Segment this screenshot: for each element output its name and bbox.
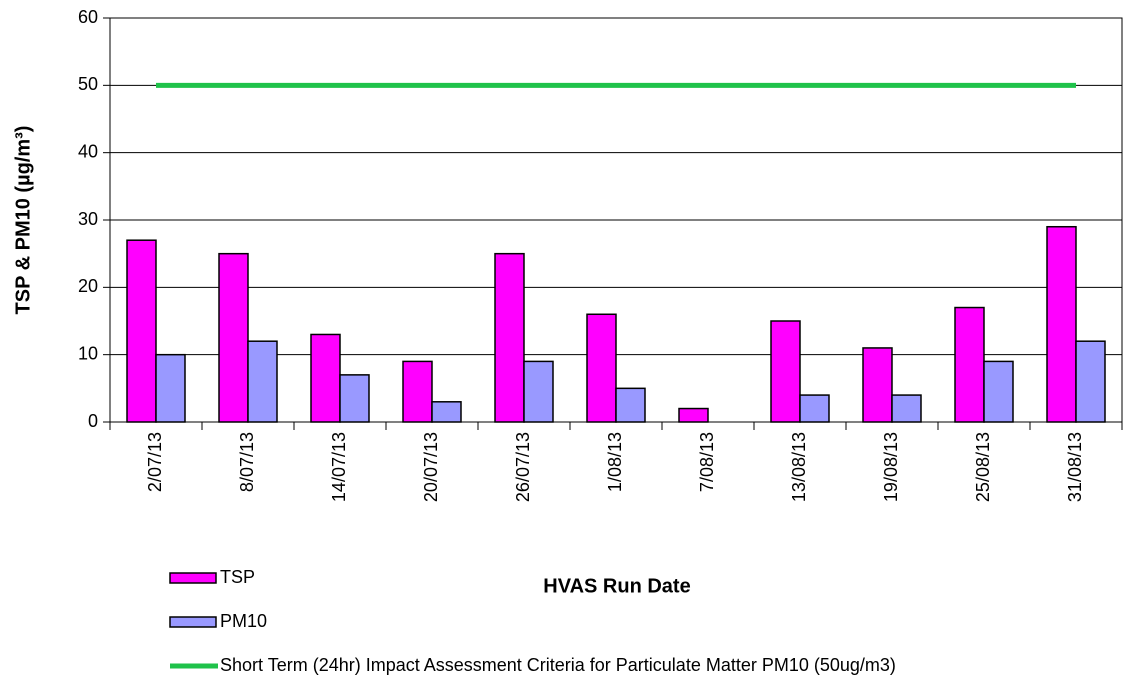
bar (678, 407, 709, 423)
bar (339, 374, 370, 423)
y-axis-title: TSP & PM10 (µg/m³) (12, 126, 34, 315)
bar (586, 313, 617, 423)
bar (799, 394, 830, 423)
x-tick-label: 31/08/13 (1065, 432, 1085, 502)
x-tick-label: 20/07/13 (421, 432, 441, 502)
bar (954, 306, 985, 423)
x-tick-label: 8/07/13 (237, 432, 257, 492)
bar (494, 252, 525, 423)
bar (615, 387, 646, 423)
legend-swatch (169, 616, 217, 628)
bar (218, 252, 249, 423)
bar (155, 353, 186, 423)
bar (1046, 225, 1077, 423)
legend-label: TSP (220, 567, 255, 587)
legend-label: Short Term (24hr) Impact Assessment Crit… (220, 655, 896, 675)
bar (1075, 340, 1106, 423)
y-tick-label: 50 (78, 74, 98, 94)
x-tick-label: 14/07/13 (329, 432, 349, 502)
legend-label: PM10 (220, 611, 267, 631)
x-tick-label: 13/08/13 (789, 432, 809, 502)
y-tick-label: 60 (78, 7, 98, 27)
x-tick-label: 25/08/13 (973, 432, 993, 502)
legend-swatch (169, 572, 217, 584)
x-tick-label: 7/08/13 (697, 432, 717, 492)
x-tick-label: 19/08/13 (881, 432, 901, 502)
y-tick-label: 10 (78, 343, 98, 363)
x-tick-label: 26/07/13 (513, 432, 533, 502)
y-tick-label: 40 (78, 141, 98, 161)
bar (402, 360, 433, 423)
bar (770, 320, 801, 423)
y-tick-label: 30 (78, 209, 98, 229)
bar (891, 394, 922, 423)
bar (523, 360, 554, 423)
x-tick-label: 2/07/13 (145, 432, 165, 492)
y-tick-label: 20 (78, 276, 98, 296)
bar (431, 401, 462, 423)
bar (247, 340, 278, 423)
bar (126, 239, 157, 423)
y-tick-label: 0 (88, 411, 98, 431)
bar (310, 333, 341, 423)
x-tick-label: 1/08/13 (605, 432, 625, 492)
bar (862, 347, 893, 423)
bar (983, 360, 1014, 423)
x-axis-title: HVAS Run Date (543, 575, 690, 597)
